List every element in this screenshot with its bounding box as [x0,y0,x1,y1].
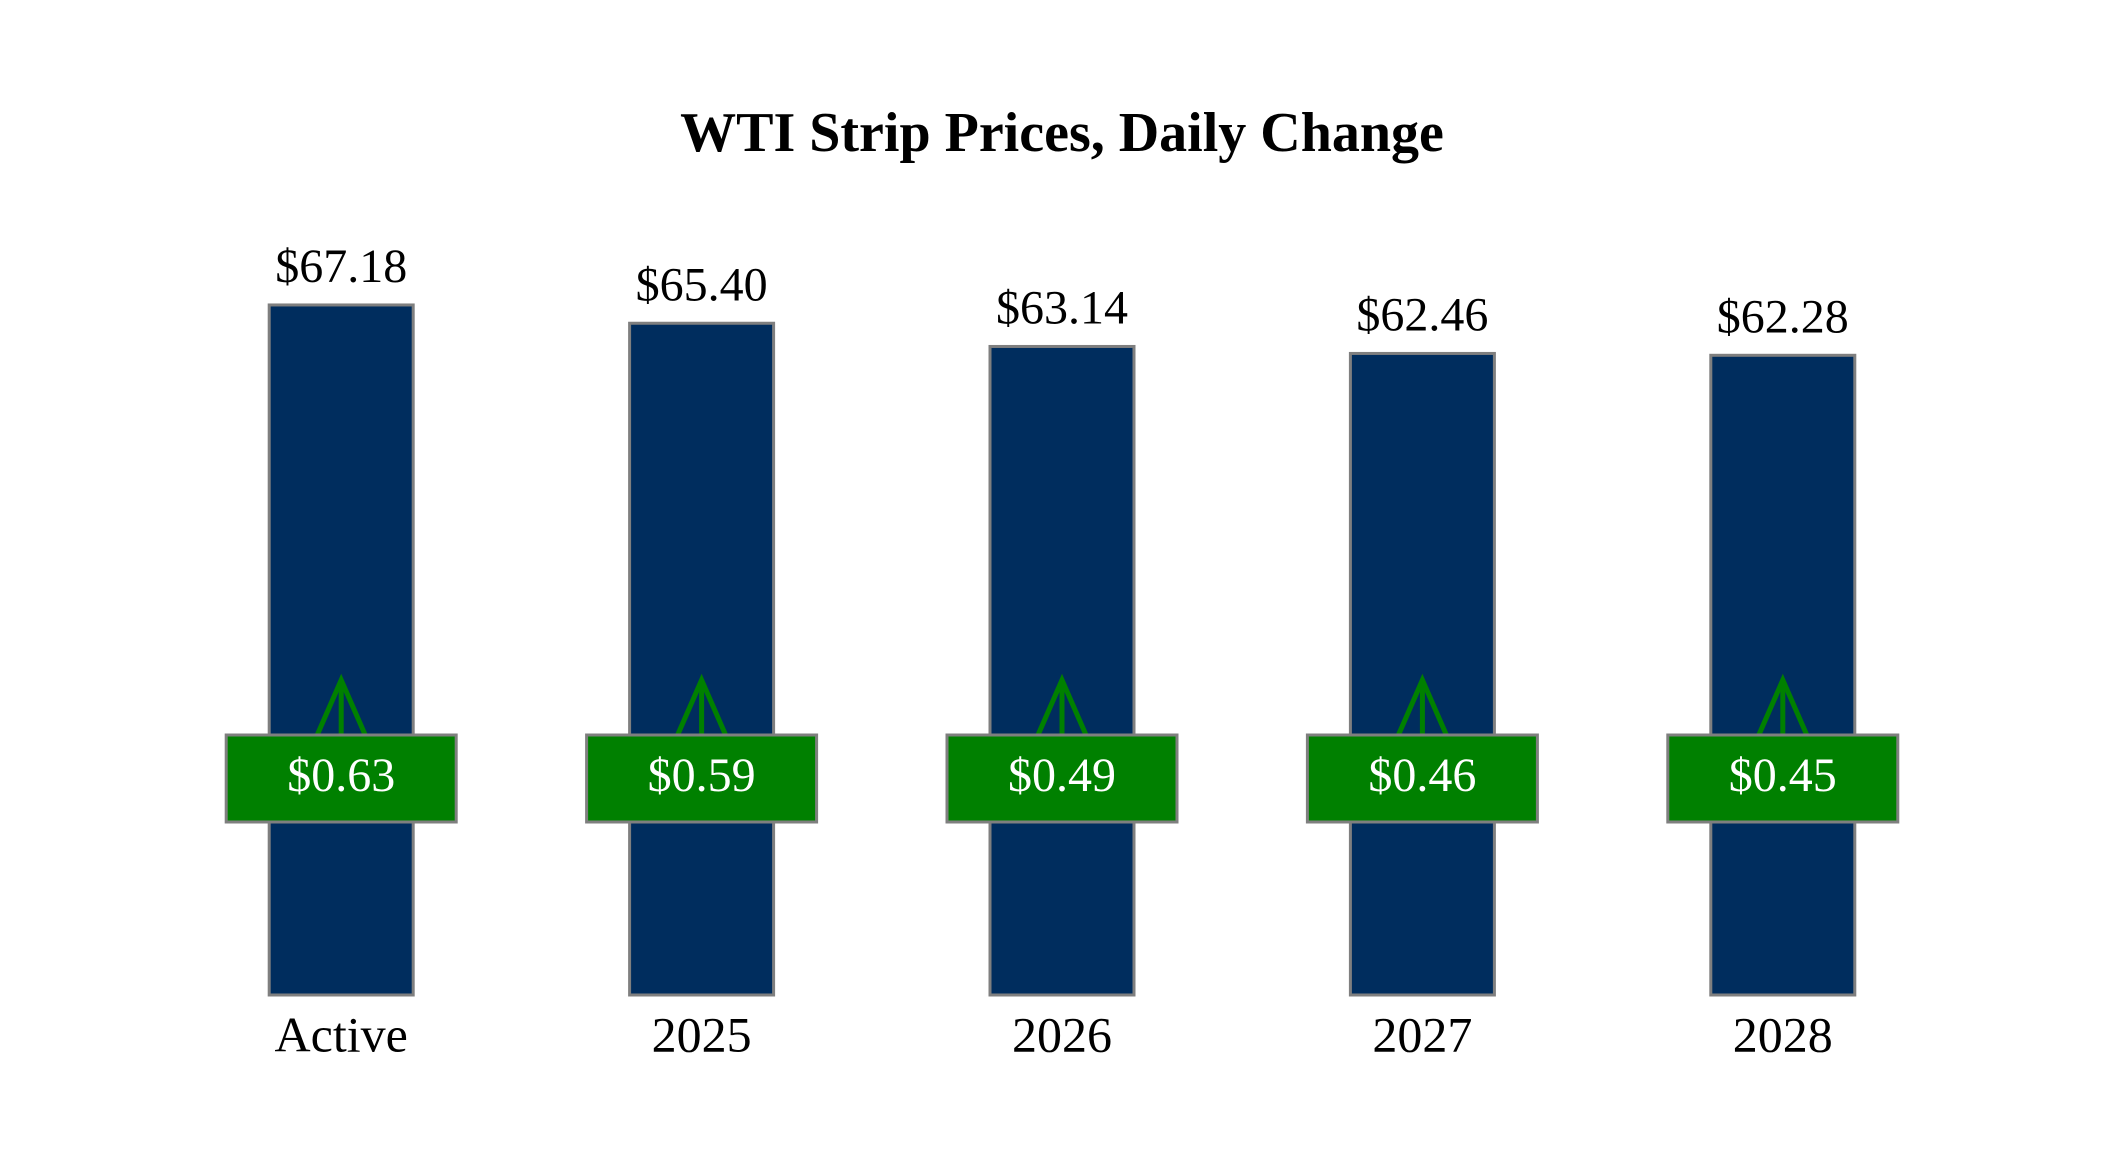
change-arrow-head [1035,673,1089,736]
change-arrow-head [1396,673,1449,736]
change-box [945,733,1179,824]
x-tick-label: 2026 [1012,1006,1112,1062]
x-tick-label: 2027 [1372,1006,1472,1062]
chart-title: WTI Strip Prices, Daily Change [680,102,1444,164]
bar [628,321,776,997]
change-label: $0.63 [287,749,395,802]
x-tick-label: 2028 [1733,1006,1833,1062]
change-box [1666,733,1900,824]
change-label: $0.45 [1729,749,1837,802]
value-label: $67.18 [275,240,407,293]
change-label: $0.59 [648,749,756,802]
x-tick-label: Active [275,1006,408,1062]
change-label: $0.46 [1368,749,1476,802]
change-box [585,733,819,824]
change-box [224,733,458,824]
value-label: $63.14 [996,281,1128,334]
bar [267,303,415,997]
change-box [1305,733,1539,824]
bar [988,344,1136,997]
change-label: $0.49 [1008,749,1116,802]
change-arrow-head [314,673,368,736]
value-label: $65.40 [636,258,768,311]
x-tick-label: 2025 [652,1006,752,1062]
change-arrow-head [1756,673,1810,736]
value-label: $62.46 [1356,288,1488,341]
change-arrow-head [675,673,728,736]
value-label: $62.28 [1717,290,1849,343]
